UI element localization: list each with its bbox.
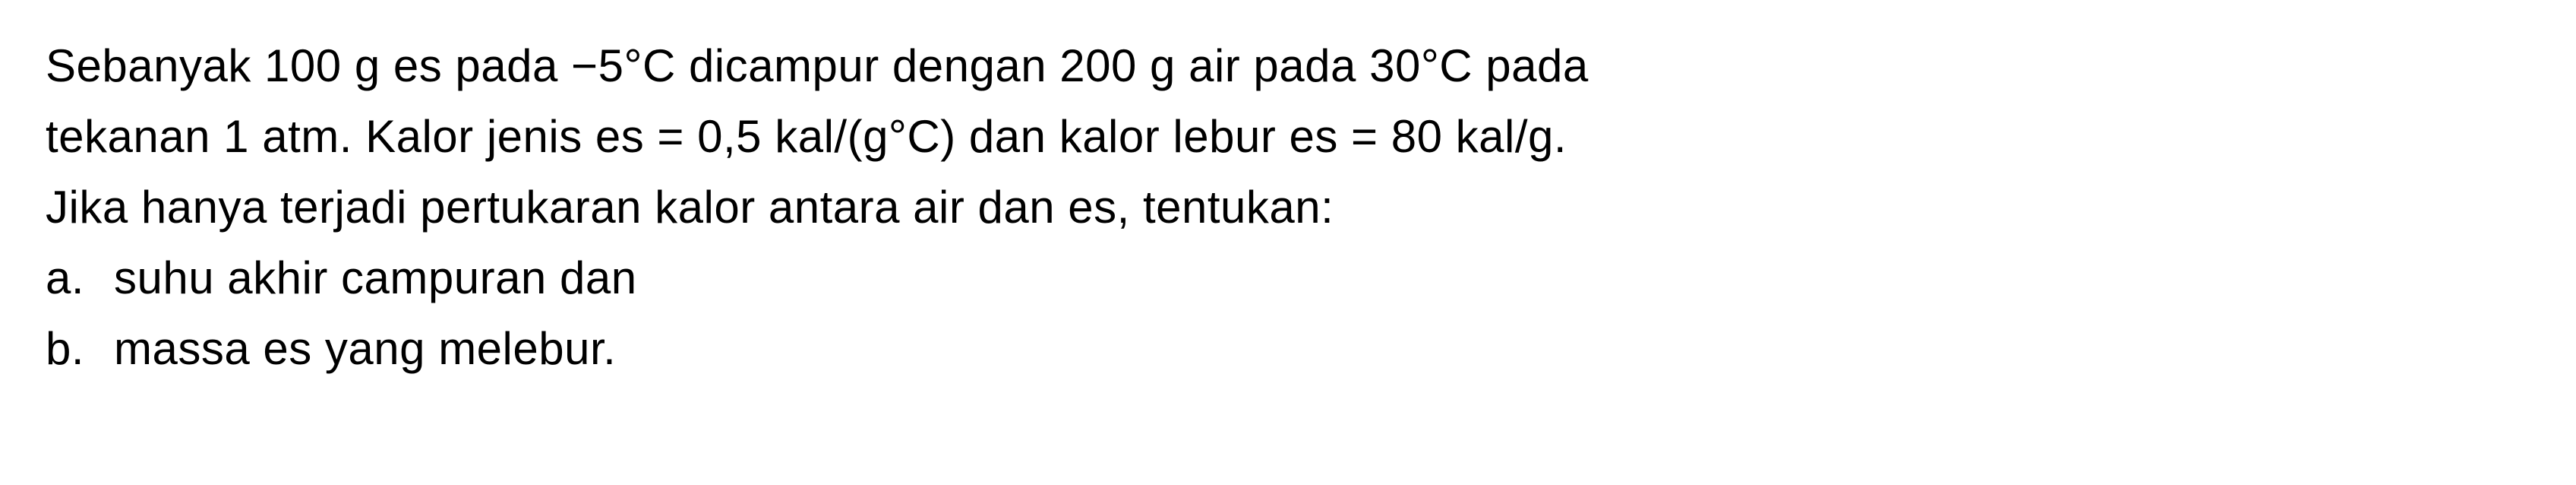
sub-item-b: b. massa es yang melebur.	[46, 313, 2530, 384]
sub-item-a-text: suhu akhir campuran dan	[114, 242, 637, 313]
problem-line-3: Jika hanya terjadi pertukaran kalor anta…	[46, 172, 2530, 242]
sub-items-list: a. suhu akhir campuran dan b. massa es y…	[46, 242, 2530, 384]
problem-line-2: tekanan 1 atm. Kalor jenis es = 0,5 kal/…	[46, 101, 2530, 172]
sub-item-b-text: massa es yang melebur.	[114, 313, 616, 384]
physics-problem-text: Sebanyak 100 g es pada −5°C dicampur den…	[46, 30, 2530, 384]
sub-item-a: a. suhu akhir campuran dan	[46, 242, 2530, 313]
sub-item-b-label: b.	[46, 313, 114, 384]
problem-line-1: Sebanyak 100 g es pada −5°C dicampur den…	[46, 30, 2530, 101]
sub-item-a-label: a.	[46, 242, 114, 313]
